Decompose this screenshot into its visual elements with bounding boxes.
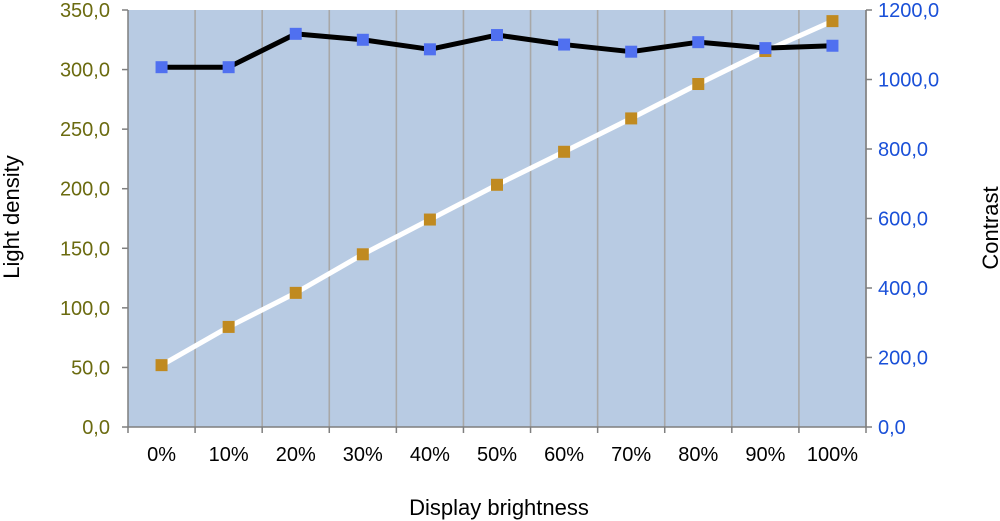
data-point bbox=[558, 38, 571, 51]
data-point bbox=[222, 320, 235, 333]
data-point bbox=[826, 39, 839, 52]
data-point bbox=[692, 36, 705, 49]
data-point bbox=[289, 286, 302, 299]
left-tick-label: 0,0 bbox=[82, 417, 110, 439]
x-axis: 0% 10% 20% 30% 40% 50% 60% 70% 80% 90% 100% bbox=[147, 444, 858, 466]
x-axis-title: Display brightness bbox=[409, 495, 589, 520]
data-point bbox=[826, 15, 839, 28]
x-tick-label: 10% bbox=[209, 444, 249, 466]
data-point bbox=[356, 248, 369, 261]
left-tick-label: 50,0 bbox=[71, 357, 110, 379]
data-point bbox=[222, 61, 235, 74]
data-point bbox=[692, 78, 705, 91]
data-point bbox=[155, 61, 168, 74]
x-tick-label: 100% bbox=[807, 444, 858, 466]
x-tick-label: 70% bbox=[611, 444, 651, 466]
left-tick-label: 100,0 bbox=[60, 298, 110, 320]
data-point bbox=[625, 112, 638, 125]
plot-area bbox=[128, 10, 866, 427]
series-light-density bbox=[155, 27, 839, 74]
right-axis: 0,0 200,0 400,0 600,0 800,0 1000,0 1200,0 bbox=[878, 0, 939, 439]
data-point bbox=[625, 45, 638, 58]
right-tick-label: 400,0 bbox=[878, 278, 928, 300]
right-tick-label: 200,0 bbox=[878, 348, 928, 370]
x-tick-label: 90% bbox=[745, 444, 785, 466]
right-tick-label: 800,0 bbox=[878, 139, 928, 161]
x-tick-label: 40% bbox=[410, 444, 450, 466]
data-point bbox=[423, 213, 436, 226]
right-axis-title: Contrast bbox=[978, 186, 1000, 269]
data-point bbox=[356, 33, 369, 46]
x-tick-label: 30% bbox=[343, 444, 383, 466]
series-contrast bbox=[155, 15, 839, 372]
x-tick-label: 50% bbox=[477, 444, 517, 466]
right-tick-label: 600,0 bbox=[878, 209, 928, 231]
right-tick-label: 1000,0 bbox=[878, 70, 939, 92]
x-tick-label: 0% bbox=[147, 444, 176, 466]
left-tick-label: 250,0 bbox=[60, 119, 110, 141]
left-tick-label: 350,0 bbox=[60, 0, 110, 22]
data-point bbox=[491, 29, 503, 42]
right-tick-label: 1200,0 bbox=[878, 0, 939, 22]
left-tick-label: 300,0 bbox=[60, 60, 110, 82]
data-point bbox=[558, 145, 571, 158]
x-tick-label: 60% bbox=[544, 444, 584, 466]
left-axis-title: Light density bbox=[0, 155, 24, 279]
left-tick-label: 150,0 bbox=[60, 238, 110, 260]
data-point bbox=[759, 42, 772, 55]
data-point bbox=[491, 178, 503, 191]
left-axis: 0,0 50,0 100,0 150,0 200,0 250,0 300,0 350,0 bbox=[60, 0, 110, 439]
x-tick-label: 20% bbox=[276, 444, 316, 466]
data-point bbox=[423, 43, 436, 56]
x-tick-label: 80% bbox=[678, 444, 718, 466]
left-tick-label: 200,0 bbox=[60, 179, 110, 201]
data-point bbox=[289, 27, 302, 40]
right-tick-label: 0,0 bbox=[878, 417, 906, 439]
data-point bbox=[155, 359, 168, 372]
